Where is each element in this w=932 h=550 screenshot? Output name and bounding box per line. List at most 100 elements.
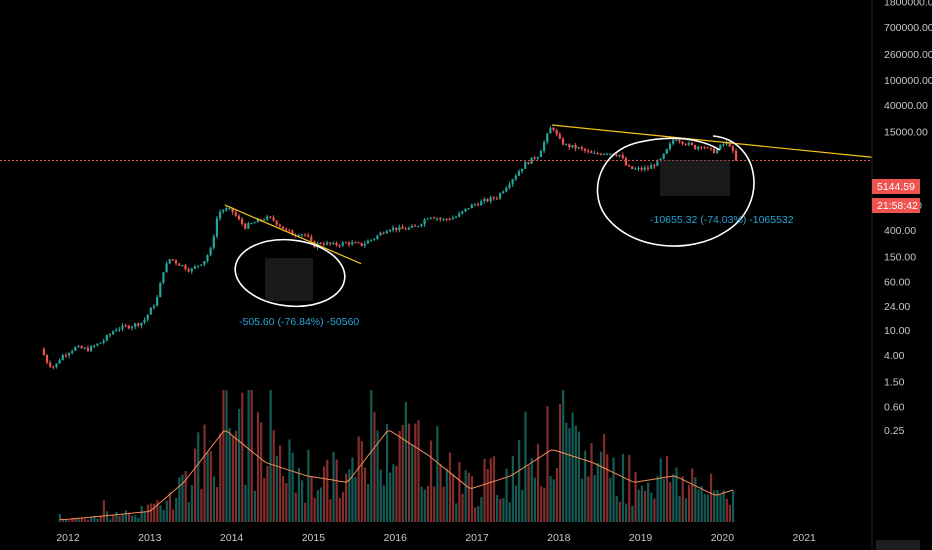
candle-body [266,216,269,220]
volume-bar [552,479,555,522]
volume-bar [382,485,385,522]
volume-bar [61,518,65,522]
candle-body [646,167,650,169]
volume-bar [716,490,719,522]
volume-bar [445,468,448,522]
candle-body [89,346,93,352]
candle-body [561,138,565,145]
candle-body [627,165,631,167]
candle-body [609,153,612,155]
volume-bar [518,440,521,522]
volume-bar [143,511,146,522]
trendlines[interactable] [224,124,873,265]
candle-body [668,143,672,150]
volume-bar [643,490,647,522]
volume-bar [278,445,282,522]
candle-body [83,347,86,349]
volume-bar [603,434,606,522]
candle-body [137,323,140,326]
volume-bar [681,476,684,522]
candle-body [366,240,370,244]
candle-body [165,263,168,273]
candle-body [678,140,681,142]
candle-body [451,217,454,220]
volume-bar [533,477,536,522]
trendline[interactable] [224,204,362,265]
trendline[interactable] [551,124,873,158]
candle-body [341,242,344,246]
volume-bar [300,480,304,522]
circle-annotation-2014[interactable] [232,234,348,311]
volume-bar [628,454,631,522]
range-measure-2014[interactable] [265,258,313,301]
candle-body [659,158,662,161]
candle-body [599,153,602,155]
candle-body [401,226,404,229]
volume-bar [508,502,511,522]
candle-body [637,167,640,169]
volume-bar [558,404,562,522]
candle-body [231,207,234,213]
candle-body [52,366,55,368]
volume-bar [404,402,407,522]
candle-body [517,171,521,176]
candle-body [203,261,206,265]
x-tick-label: 2018 [547,532,571,544]
x-axis-labels: 2012 2013 2014 2015 2016 2017 2018 2019 2020 2021 [56,532,816,544]
candle-body [281,226,285,229]
candle-body [159,282,162,298]
candle-body [127,325,130,329]
candle-body [250,223,253,225]
x-tick-label: 2019 [629,532,653,544]
volume-bar [178,477,181,522]
volume-bar [93,515,96,522]
candle-body [712,148,716,154]
range-measure-2019[interactable] [660,160,730,196]
candle-body [722,144,725,146]
volume-bar [411,444,414,522]
candle-body [86,347,90,352]
candle-body [574,145,577,149]
candle-body [344,242,348,244]
candle-body [423,219,426,225]
volume-bar [706,494,710,522]
candle-body [514,175,517,180]
volume-bar [713,490,716,522]
candle-body [388,229,392,232]
candle-body [505,187,508,192]
volume-bar [675,467,678,522]
volume-bar [631,505,634,522]
bottom-right-tab[interactable] [876,540,920,550]
volume-bar [426,485,430,522]
volume-bar [577,431,581,522]
volume-bar [165,500,168,522]
volume-bar [203,424,206,522]
volume-bar [458,461,461,522]
candle-body [379,232,382,236]
volume-bar [599,451,603,522]
candle-body [310,236,313,242]
volume-bar [703,493,706,522]
circle-annotation-2019[interactable] [596,135,755,247]
volume-bar [168,492,172,522]
volume-bar [175,498,178,522]
drawdown-label-2019: -10655.32 (-74.03%) -1065532 [650,214,794,226]
candle-body [322,243,325,245]
candle-body [303,234,307,236]
volume-bar [596,462,599,522]
candle-body [369,239,373,241]
volume-bar [112,514,115,522]
volume-bar [231,436,234,522]
volume-bar [401,425,404,522]
volume-bar [102,500,105,522]
candle-body [193,266,196,269]
candle-body [278,224,281,227]
candle-body [426,218,429,220]
candle-body [725,142,728,145]
candle-body [410,225,414,228]
y-tick-label: 10.00 [884,325,910,337]
countdown-value: 21:58:42 [877,200,918,212]
volume-bar [96,518,99,522]
volume-bar [156,500,159,522]
